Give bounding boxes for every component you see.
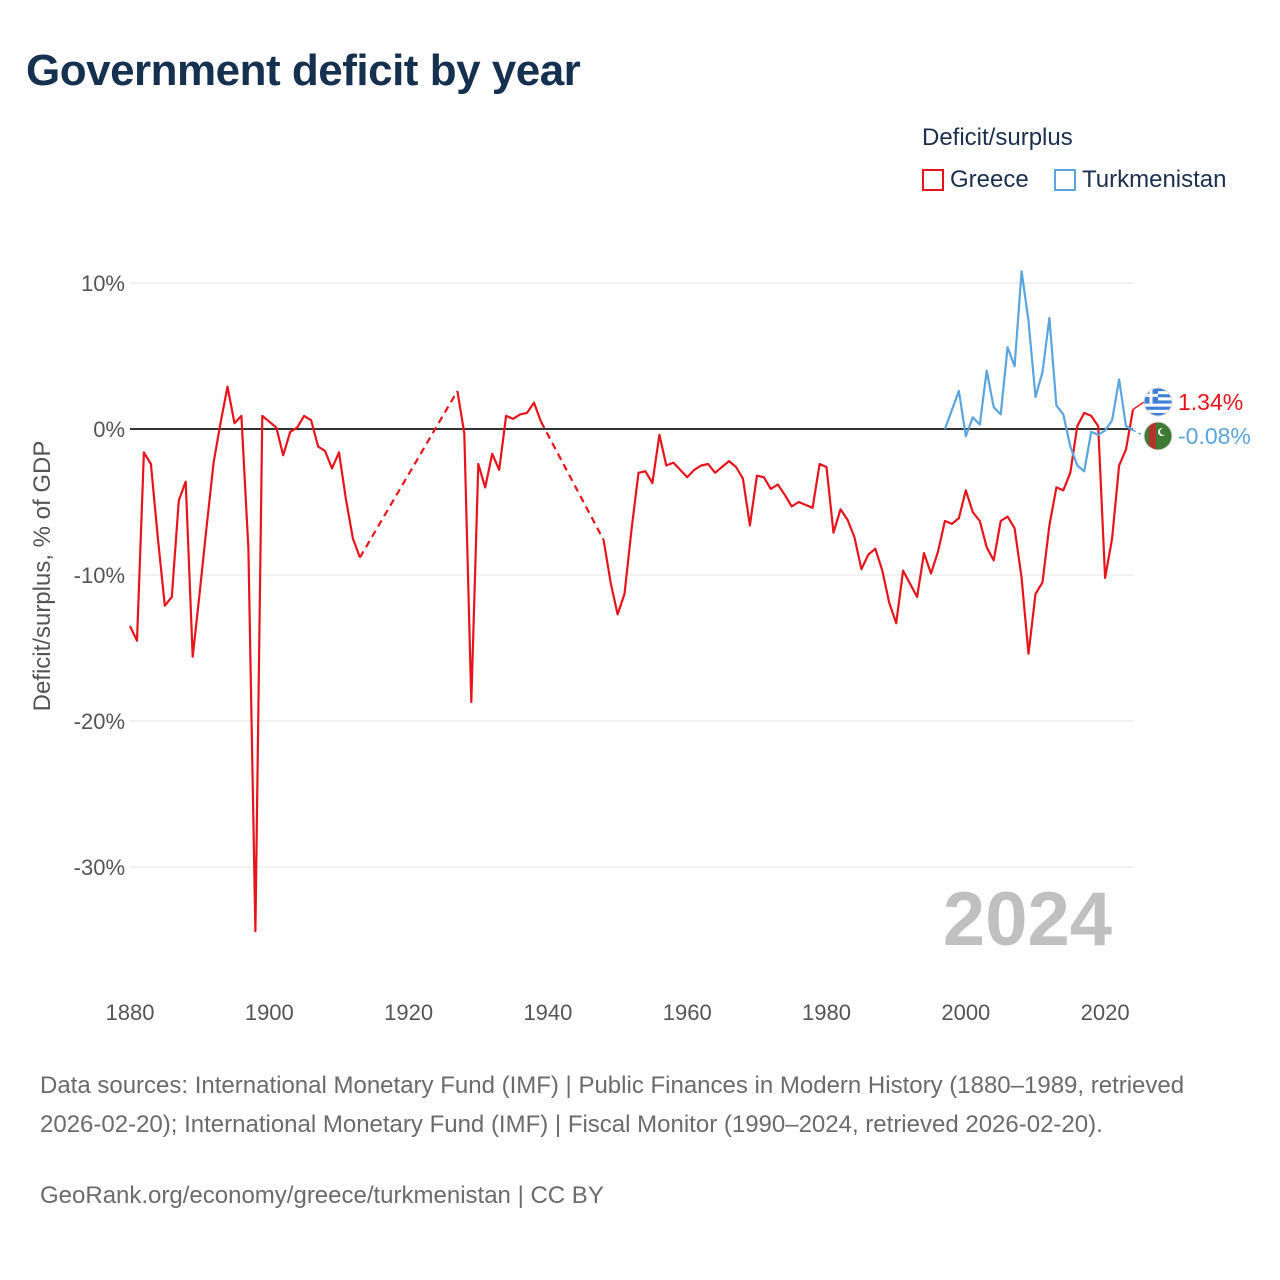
- series-line-greece: [602, 409, 1135, 655]
- end-markers: 1.34% -0.08%: [1132, 387, 1251, 451]
- series-lines: [129, 270, 1135, 933]
- y-axis: 10% 0% -10% -20% -30%: [74, 271, 125, 880]
- legend-label-greece: Greece: [950, 166, 1029, 193]
- series-line-greece: [540, 421, 605, 541]
- legend-title: Deficit/surplus: [922, 124, 1073, 151]
- greece-flag-icon: [1143, 387, 1173, 417]
- legend-label-turkmenistan: Turkmenistan: [1082, 166, 1227, 193]
- chart-title: Government deficit by year: [26, 46, 581, 95]
- legend-item-turkmenistan[interactable]: Turkmenistan: [1054, 166, 1227, 194]
- legend-swatch-greece: [922, 169, 944, 191]
- line-chart: 10% 0% -10% -20% -30% 1880 1900 1920 1940 1960 19…: [29, 270, 1251, 1025]
- end-value-label-turkmenistan: -0.08%: [1178, 423, 1251, 449]
- end-value-label-greece: 1.34%: [1178, 389, 1243, 415]
- x-tick-label: 1880: [106, 1000, 155, 1025]
- end-connector-turkmenistan: [1132, 429, 1145, 437]
- credit-link[interactable]: GeoRank.org/economy/greece/turkmenistan …: [40, 1182, 604, 1209]
- y-tick-label: -30%: [74, 855, 125, 880]
- gridlines: [130, 282, 1133, 868]
- x-tick-label: 1980: [802, 1000, 851, 1025]
- legend-item-greece[interactable]: Greece: [922, 166, 1029, 194]
- end-connector-greece: [1132, 401, 1145, 411]
- x-tick-label: 1920: [384, 1000, 433, 1025]
- x-tick-label: 2020: [1081, 1000, 1130, 1025]
- legend-swatch-turkmenistan: [1054, 169, 1076, 191]
- x-tick-label: 1960: [663, 1000, 712, 1025]
- series-line-greece: [456, 390, 543, 704]
- turkmenistan-flag-icon: [1143, 421, 1173, 451]
- data-sources: Data sources: International Monetary Fun…: [40, 1072, 1185, 1138]
- x-tick-label: 2000: [941, 1000, 990, 1025]
- current-year-label: 2024: [943, 877, 1112, 962]
- y-tick-label: -10%: [74, 563, 125, 588]
- x-tick-label: 1900: [245, 1000, 294, 1025]
- y-axis-label: Deficit/surplus, % of GDP: [29, 441, 56, 712]
- x-axis: 1880 1900 1920 1940 1960 1980 2000 2020: [106, 1000, 1130, 1025]
- series-line-greece: [129, 385, 361, 933]
- x-tick-label: 1940: [523, 1000, 572, 1025]
- series-line-greece: [358, 390, 459, 559]
- series-line-turkmenistan: [943, 270, 1134, 473]
- y-tick-label: 0%: [93, 417, 125, 442]
- y-tick-label: -20%: [74, 709, 125, 734]
- y-tick-label: 10%: [81, 271, 125, 296]
